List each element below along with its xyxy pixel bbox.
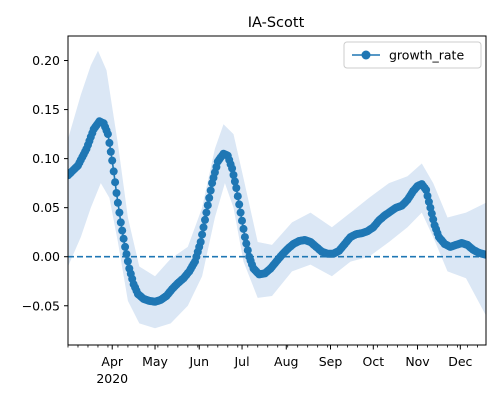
y-tick-label: 0.15 bbox=[32, 102, 60, 117]
data-point bbox=[232, 184, 241, 192]
data-point bbox=[202, 208, 211, 217]
data-point bbox=[206, 186, 215, 195]
x-tick-label: May bbox=[142, 354, 168, 369]
x-tick-label: Dec bbox=[448, 354, 472, 369]
data-point bbox=[242, 239, 251, 248]
legend: growth_rate bbox=[343, 41, 482, 69]
data-point bbox=[243, 246, 252, 255]
data-point bbox=[108, 156, 117, 165]
data-point bbox=[115, 208, 124, 217]
data-point bbox=[229, 171, 238, 179]
x-axis: Apr 2020 May Jun Jul Aug Sep Oct Nov Dec bbox=[67, 345, 478, 386]
data-point bbox=[240, 233, 249, 242]
x-tick-label: Apr bbox=[101, 354, 123, 369]
y-tick-label: 0.00 bbox=[32, 249, 60, 264]
data-point bbox=[106, 147, 115, 156]
legend-label: growth_rate bbox=[389, 48, 464, 63]
chart-title: IA-Scott bbox=[248, 15, 305, 31]
data-point bbox=[228, 164, 237, 173]
data-point bbox=[198, 230, 207, 239]
x-tick-label: Jul bbox=[234, 354, 250, 369]
data-point bbox=[116, 218, 125, 227]
data-point bbox=[238, 216, 246, 225]
y-tick-label: 0.10 bbox=[32, 151, 60, 166]
y-tick-label: 0.05 bbox=[32, 200, 60, 215]
confidence-band bbox=[68, 50, 486, 329]
data-point bbox=[230, 177, 239, 186]
data-point bbox=[203, 201, 212, 210]
data-point bbox=[201, 215, 209, 224]
data-point bbox=[119, 234, 128, 243]
x-tick-label: Oct bbox=[362, 354, 384, 369]
data-point bbox=[233, 192, 242, 201]
y-axis: −0.05 0.00 0.05 0.10 0.15 0.20 bbox=[22, 53, 68, 313]
x-tick-label: Nov bbox=[405, 354, 430, 369]
data-point bbox=[121, 242, 130, 251]
data-point bbox=[123, 257, 132, 266]
y-tick-label: 0.20 bbox=[32, 53, 60, 68]
data-point bbox=[111, 178, 120, 187]
data-point bbox=[482, 250, 486, 259]
data-point bbox=[205, 193, 214, 202]
data-point bbox=[118, 226, 127, 235]
data-point bbox=[236, 208, 245, 217]
data-point bbox=[122, 250, 131, 259]
x-tick-label: Aug bbox=[274, 354, 298, 369]
data-point bbox=[103, 130, 112, 139]
data-point bbox=[199, 223, 208, 232]
data-point bbox=[113, 198, 122, 207]
y-tick-label: −0.05 bbox=[22, 298, 60, 313]
series-layer bbox=[68, 117, 486, 306]
legend-box bbox=[343, 41, 482, 69]
data-point bbox=[239, 224, 248, 233]
legend-marker bbox=[361, 50, 371, 60]
x-tick-year-label: 2020 bbox=[96, 371, 128, 386]
data-point bbox=[112, 189, 121, 197]
plot-frame bbox=[67, 35, 487, 346]
x-tick-label: Jun bbox=[188, 354, 209, 369]
confidence-band-layer bbox=[68, 50, 486, 329]
data-point bbox=[109, 167, 118, 176]
data-point bbox=[235, 200, 244, 209]
data-point bbox=[196, 238, 205, 246]
x-tick-label: Sep bbox=[319, 354, 343, 369]
data-point bbox=[105, 138, 114, 147]
